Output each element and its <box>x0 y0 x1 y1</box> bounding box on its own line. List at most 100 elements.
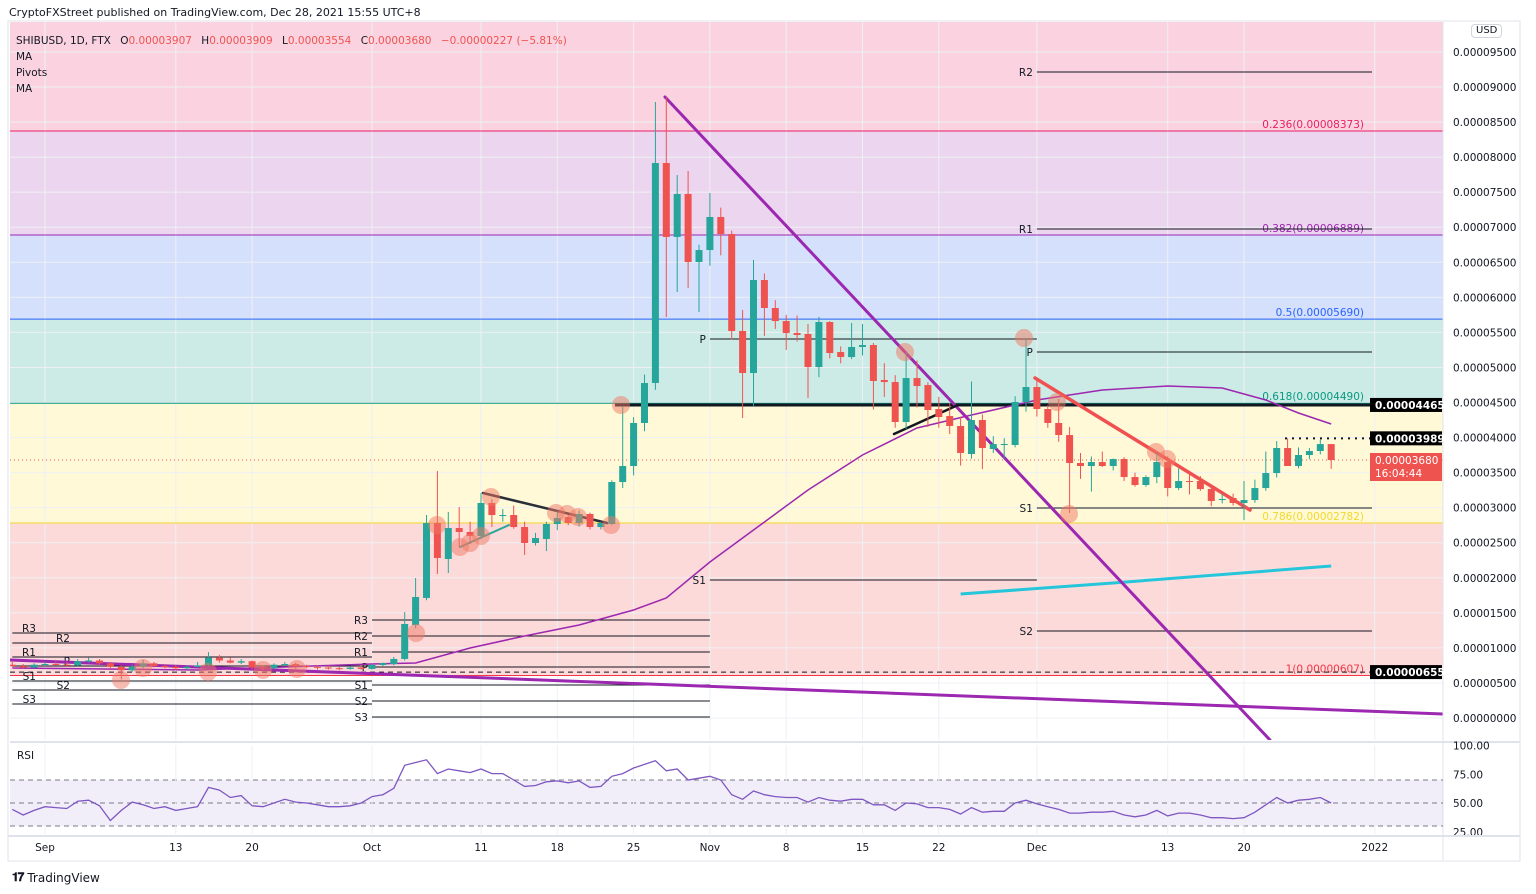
candle[interactable] <box>335 666 343 671</box>
footer-brand[interactable]: TradingView <box>27 870 100 885</box>
candle[interactable] <box>41 661 49 667</box>
wedge-line[interactable] <box>892 403 960 436</box>
candle[interactable] <box>1109 458 1117 471</box>
candle[interactable] <box>946 403 954 435</box>
candle[interactable] <box>957 416 965 466</box>
candle[interactable] <box>499 509 507 522</box>
candle[interactable] <box>1229 493 1237 506</box>
candle[interactable] <box>651 102 659 390</box>
candle[interactable] <box>444 512 452 574</box>
candle[interactable] <box>1196 476 1204 491</box>
candle[interactable] <box>859 323 866 356</box>
candle[interactable] <box>706 193 714 266</box>
candle[interactable] <box>935 396 943 428</box>
candle[interactable] <box>368 664 376 670</box>
candle[interactable] <box>1098 451 1106 468</box>
candle[interactable] <box>521 521 529 555</box>
candle[interactable] <box>1218 493 1226 504</box>
candle[interactable] <box>1033 377 1041 417</box>
candle[interactable] <box>1175 468 1183 491</box>
candle[interactable] <box>1142 475 1150 487</box>
candle[interactable] <box>542 521 550 552</box>
candle[interactable] <box>630 417 638 476</box>
candle[interactable] <box>848 323 856 360</box>
candle[interactable] <box>150 661 158 668</box>
candle[interactable] <box>684 171 692 289</box>
indicator-pivots[interactable]: Pivots <box>16 67 48 79</box>
candle[interactable] <box>891 375 899 428</box>
candle[interactable] <box>1284 438 1292 467</box>
candle[interactable] <box>423 515 430 601</box>
candle[interactable] <box>662 97 670 318</box>
candle[interactable] <box>172 664 180 671</box>
candle[interactable] <box>1240 481 1248 521</box>
candle[interactable] <box>717 207 725 256</box>
candle[interactable] <box>226 657 234 664</box>
long-term-trendline[interactable] <box>10 658 1443 716</box>
candle[interactable] <box>1295 447 1302 469</box>
candle[interactable] <box>597 521 605 530</box>
candle[interactable] <box>1066 427 1074 513</box>
candle[interactable] <box>532 532 539 546</box>
candle[interactable] <box>106 661 114 669</box>
candle[interactable] <box>902 352 910 430</box>
candle[interactable] <box>30 663 38 669</box>
candle[interactable] <box>9 661 16 667</box>
candle[interactable] <box>237 659 245 665</box>
candle[interactable] <box>1327 443 1335 469</box>
candle[interactable] <box>183 665 191 670</box>
candle[interactable] <box>215 654 223 663</box>
descending-trendline[interactable] <box>663 95 1272 740</box>
candle[interactable] <box>1273 441 1281 478</box>
candle[interactable] <box>826 321 834 359</box>
candle[interactable] <box>880 363 888 397</box>
symbol-label[interactable]: SHIBUSD, 1D, FTX <box>16 35 111 47</box>
candle[interactable] <box>815 316 823 378</box>
candle[interactable] <box>1077 452 1084 479</box>
candle[interactable] <box>804 323 812 399</box>
candle[interactable] <box>357 665 365 670</box>
candle[interactable] <box>782 314 790 350</box>
candle[interactable] <box>739 309 747 418</box>
candle[interactable] <box>1262 451 1270 491</box>
candle[interactable] <box>586 512 594 530</box>
candle[interactable] <box>750 260 757 407</box>
candle[interactable] <box>728 230 736 340</box>
candle[interactable] <box>760 273 768 336</box>
candle[interactable] <box>673 174 681 293</box>
currency-button[interactable]: USD <box>1471 24 1503 38</box>
candle[interactable] <box>619 406 627 489</box>
candle[interactable] <box>924 382 932 428</box>
candle[interactable] <box>194 661 202 668</box>
candle[interactable] <box>1011 396 1019 448</box>
candle[interactable] <box>281 661 289 667</box>
candle[interactable] <box>771 300 779 329</box>
candle[interactable] <box>52 661 60 666</box>
candle[interactable] <box>793 315 801 342</box>
indicator-ma-1[interactable]: MA <box>16 51 33 63</box>
candle[interactable] <box>324 665 332 670</box>
indicator-ma-2[interactable]: MA <box>16 83 33 95</box>
candle[interactable] <box>1087 456 1095 492</box>
candle[interactable] <box>270 663 278 669</box>
candle[interactable] <box>869 342 877 410</box>
candle[interactable] <box>412 577 420 629</box>
candle[interactable] <box>989 436 997 453</box>
candle[interactable] <box>1131 472 1139 487</box>
candle[interactable] <box>401 611 409 661</box>
candle[interactable] <box>85 657 93 663</box>
candle[interactable] <box>346 666 354 670</box>
candle[interactable] <box>303 664 311 669</box>
candle[interactable] <box>19 664 27 669</box>
candle[interactable] <box>1000 438 1008 459</box>
candle[interactable] <box>314 665 321 670</box>
candle[interactable] <box>510 505 518 529</box>
candle[interactable] <box>248 660 256 670</box>
candle[interactable] <box>968 381 975 459</box>
candle[interactable] <box>74 659 82 667</box>
candle[interactable] <box>379 662 387 667</box>
resistance-trendline[interactable] <box>1033 376 1252 512</box>
candle[interactable] <box>641 374 648 432</box>
candle[interactable] <box>1207 486 1215 507</box>
